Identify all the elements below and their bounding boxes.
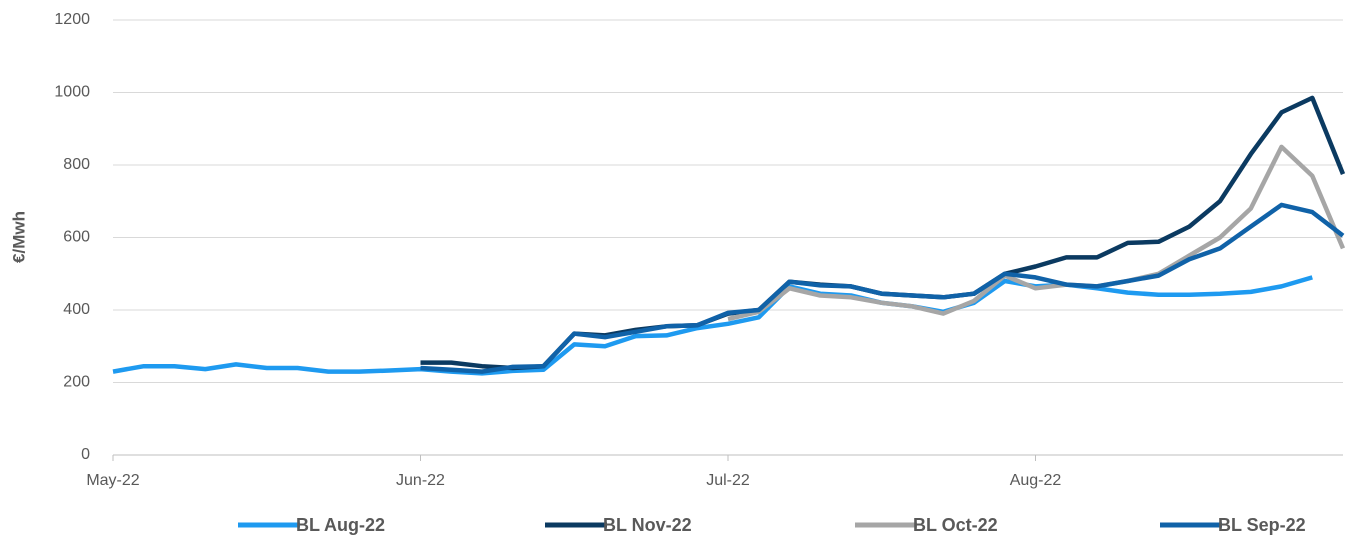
legend-label: BL Aug-22 — [296, 515, 385, 535]
x-tick-label: May-22 — [86, 472, 139, 489]
y-tick-label: 400 — [63, 301, 90, 318]
y-axis-label: €/Mwh — [9, 211, 28, 263]
y-tick-label: 1000 — [54, 84, 90, 101]
legend-label: BL Sep-22 — [1218, 515, 1306, 535]
y-tick-label: 600 — [63, 229, 90, 246]
line-series — [112, 275, 1313, 376]
legend-label: BL Nov-22 — [603, 515, 692, 535]
x-tick-label: Jun-22 — [396, 472, 445, 489]
x-tick-label: Aug-22 — [1010, 472, 1062, 489]
y-tick-label: 200 — [63, 374, 90, 391]
line-series — [727, 144, 1346, 322]
legend-label: BL Oct-22 — [913, 515, 998, 535]
line-series — [420, 95, 1346, 371]
y-tick-label: 0 — [81, 446, 90, 463]
y-tick-label: 1200 — [54, 11, 90, 28]
y-tick-label: 800 — [63, 156, 90, 173]
line-series — [420, 202, 1345, 374]
x-tick-label: Jul-22 — [706, 472, 750, 489]
